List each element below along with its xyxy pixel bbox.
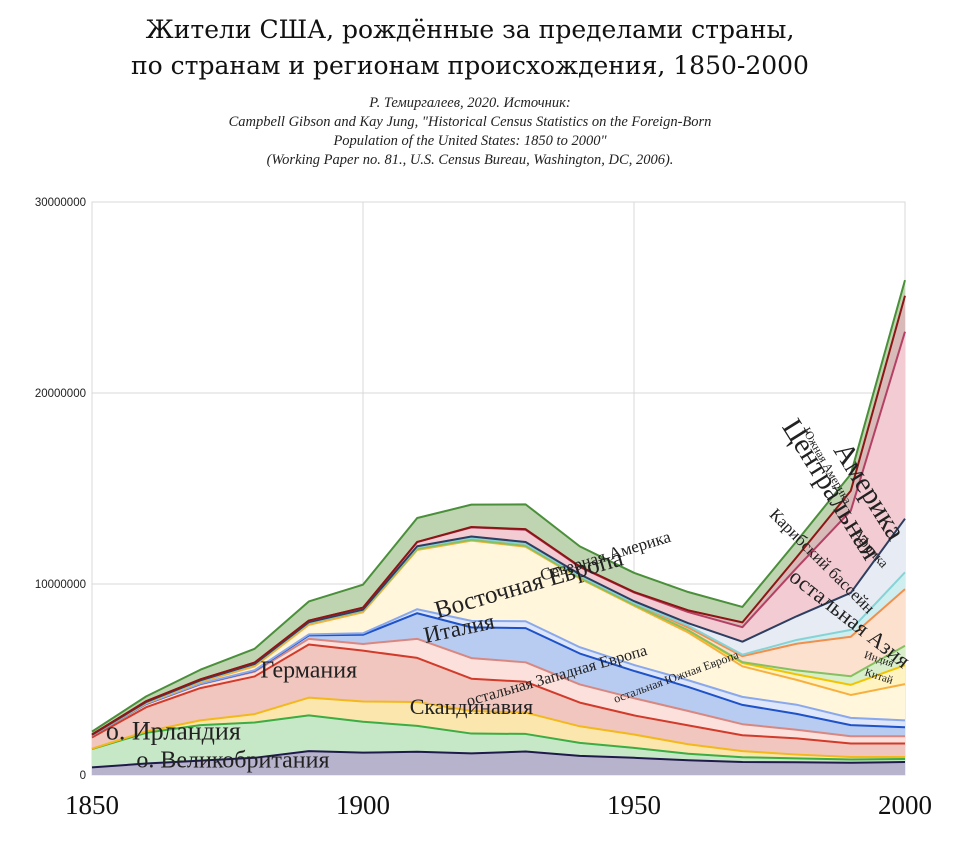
y-tick-label: 20000000: [35, 388, 86, 400]
line-о-ирландия: [91, 714, 906, 761]
title-line-1: Жители США, рождённые за пределами стран…: [145, 15, 795, 44]
subtitle-line-1: Р. Темиргалеев, 2020. Источник:: [369, 95, 571, 111]
line-карибский-бассейн: [91, 518, 906, 736]
title-line-2: по странам и регионам происхождения, 185…: [131, 51, 809, 80]
line-о-великобритания: [91, 750, 906, 769]
area-германия: [92, 644, 905, 758]
x-tick-label: 2000: [878, 790, 932, 820]
x-tick-label: 1850: [65, 790, 119, 820]
area-о-ирландия: [92, 715, 905, 768]
area-boundaries: [91, 279, 906, 769]
line-скандинавия: [91, 696, 905, 759]
y-tick-label: 30000000: [35, 197, 86, 209]
line-германия: [91, 643, 905, 745]
chart-subtitle: Р. Темиргалеев, 2020. Источник: Campbell…: [0, 94, 940, 170]
area-остальная-западная-европа: [92, 638, 905, 744]
area-скандинавия: [92, 697, 905, 760]
area-северная-америка: [92, 280, 905, 735]
chart-title: Жители США, рождённые за пределами стран…: [0, 12, 940, 84]
y-tick-label: 0: [80, 770, 86, 782]
line-северная-америка: [91, 279, 906, 733]
x-tick-label: 1950: [607, 790, 661, 820]
area-label-о-великобритания: о. Великобритания: [136, 747, 329, 773]
line-остальная-южная-европа: [91, 608, 906, 737]
area-италия: [92, 613, 905, 737]
area-центральная-америка: [92, 331, 905, 735]
area-label-германия: Германия: [260, 658, 357, 684]
axes: 0 10000000 20000000 30000000 1850 1900 1950 200…: [35, 197, 932, 820]
area-layers: [92, 280, 905, 775]
area-label-скандинавия: Скандинавия: [410, 694, 533, 719]
area-label-о-ирландия: о. Ирландия: [106, 717, 241, 746]
x-tick-label: 1900: [336, 790, 390, 820]
subtitle-line-4: (Working Paper no. 81., U.S. Census Bure…: [266, 152, 674, 168]
line-южная-америка: [91, 295, 906, 736]
area-восточная-европа: [92, 540, 905, 736]
y-tick-label: 10000000: [35, 579, 86, 591]
area-о-великобритания: [92, 751, 905, 775]
subtitle-line-2: Campbell Gibson and Kay Jung, "Historica…: [228, 114, 712, 130]
subtitle-line-3: Population of the United States: 1850 to…: [333, 133, 607, 149]
